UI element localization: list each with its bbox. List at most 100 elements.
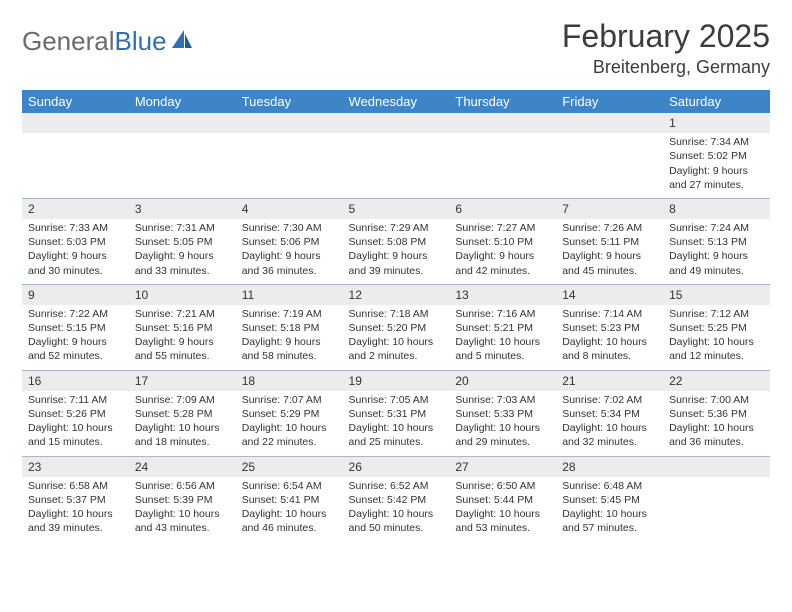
day-detail-line: Sunrise: 7:33 AM [28, 221, 123, 235]
daynum-row: 1 [22, 113, 770, 133]
day-detail-line: Sunrise: 7:27 AM [455, 221, 550, 235]
day-detail-line: Sunset: 5:34 PM [562, 407, 657, 421]
day-details-cell: Sunrise: 7:29 AMSunset: 5:08 PMDaylight:… [343, 219, 450, 284]
day-detail-line: Sunrise: 6:48 AM [562, 479, 657, 493]
day-detail-line: and 2 minutes. [349, 349, 444, 363]
day-detail-line: and 46 minutes. [242, 521, 337, 535]
day-detail-line: Sunrise: 7:26 AM [562, 221, 657, 235]
day-detail-line: Sunrise: 7:19 AM [242, 307, 337, 321]
day-details-cell: Sunrise: 7:07 AMSunset: 5:29 PMDaylight:… [236, 391, 343, 456]
day-detail-line: and 57 minutes. [562, 521, 657, 535]
day-detail-line: Sunrise: 7:05 AM [349, 393, 444, 407]
day-detail-line: Daylight: 10 hours [455, 507, 550, 521]
day-details-cell [663, 477, 770, 542]
day-number-cell: 19 [343, 370, 450, 391]
day-detail-line: Sunrise: 6:54 AM [242, 479, 337, 493]
day-details-cell [449, 133, 556, 198]
day-details-cell: Sunrise: 6:56 AMSunset: 5:39 PMDaylight:… [129, 477, 236, 542]
weekday-header: Sunday [22, 90, 129, 113]
day-detail-line: Sunset: 5:23 PM [562, 321, 657, 335]
logo-sail-icon [170, 26, 194, 57]
day-number-cell: 27 [449, 456, 556, 477]
day-detail-line: Sunset: 5:08 PM [349, 235, 444, 249]
day-number-cell: 23 [22, 456, 129, 477]
day-detail-line: Daylight: 10 hours [562, 335, 657, 349]
details-row: Sunrise: 7:33 AMSunset: 5:03 PMDaylight:… [22, 219, 770, 284]
day-number-cell: 16 [22, 370, 129, 391]
day-number-cell: 11 [236, 284, 343, 305]
day-number-cell: 15 [663, 284, 770, 305]
day-detail-line: Daylight: 9 hours [669, 164, 764, 178]
day-number-cell [22, 113, 129, 133]
day-number-cell [556, 113, 663, 133]
day-detail-line: and 36 minutes. [669, 435, 764, 449]
day-details-cell: Sunrise: 7:16 AMSunset: 5:21 PMDaylight:… [449, 305, 556, 370]
day-detail-line: and 18 minutes. [135, 435, 230, 449]
day-details-cell: Sunrise: 7:22 AMSunset: 5:15 PMDaylight:… [22, 305, 129, 370]
day-detail-line: and 22 minutes. [242, 435, 337, 449]
details-row: Sunrise: 7:11 AMSunset: 5:26 PMDaylight:… [22, 391, 770, 456]
day-detail-line: and 33 minutes. [135, 264, 230, 278]
day-detail-line: Sunset: 5:13 PM [669, 235, 764, 249]
day-detail-line: Sunset: 5:41 PM [242, 493, 337, 507]
day-detail-line: Daylight: 9 hours [242, 335, 337, 349]
day-detail-line: Sunrise: 6:56 AM [135, 479, 230, 493]
day-details-cell [236, 133, 343, 198]
day-details-cell: Sunrise: 7:27 AMSunset: 5:10 PMDaylight:… [449, 219, 556, 284]
day-number-cell: 28 [556, 456, 663, 477]
day-detail-line: Daylight: 10 hours [242, 421, 337, 435]
day-detail-line: Sunset: 5:42 PM [349, 493, 444, 507]
day-detail-line: Sunrise: 7:03 AM [455, 393, 550, 407]
day-detail-line: and 43 minutes. [135, 521, 230, 535]
day-detail-line: Sunrise: 7:07 AM [242, 393, 337, 407]
day-details-cell: Sunrise: 7:18 AMSunset: 5:20 PMDaylight:… [343, 305, 450, 370]
day-details-cell: Sunrise: 6:54 AMSunset: 5:41 PMDaylight:… [236, 477, 343, 542]
day-detail-line: Sunrise: 7:02 AM [562, 393, 657, 407]
day-number-cell: 7 [556, 198, 663, 219]
details-row: Sunrise: 7:34 AMSunset: 5:02 PMDaylight:… [22, 133, 770, 198]
day-detail-line: Sunrise: 7:29 AM [349, 221, 444, 235]
day-number-cell: 12 [343, 284, 450, 305]
day-detail-line: and 15 minutes. [28, 435, 123, 449]
day-detail-line: Sunset: 5:11 PM [562, 235, 657, 249]
day-detail-line: and 29 minutes. [455, 435, 550, 449]
day-details-cell: Sunrise: 7:24 AMSunset: 5:13 PMDaylight:… [663, 219, 770, 284]
day-detail-line: Daylight: 10 hours [669, 421, 764, 435]
day-detail-line: and 32 minutes. [562, 435, 657, 449]
day-details-cell: Sunrise: 7:19 AMSunset: 5:18 PMDaylight:… [236, 305, 343, 370]
calendar-body: 1Sunrise: 7:34 AMSunset: 5:02 PMDaylight… [22, 113, 770, 541]
day-detail-line: Sunset: 5:02 PM [669, 149, 764, 163]
day-details-cell: Sunrise: 7:00 AMSunset: 5:36 PMDaylight:… [663, 391, 770, 456]
day-number-cell: 6 [449, 198, 556, 219]
day-number-cell: 13 [449, 284, 556, 305]
day-detail-line: Sunset: 5:28 PM [135, 407, 230, 421]
day-detail-line: Sunset: 5:18 PM [242, 321, 337, 335]
day-details-cell: Sunrise: 7:33 AMSunset: 5:03 PMDaylight:… [22, 219, 129, 284]
day-detail-line: Sunrise: 7:12 AM [669, 307, 764, 321]
day-detail-line: and 39 minutes. [349, 264, 444, 278]
day-detail-line: and 39 minutes. [28, 521, 123, 535]
day-detail-line: and 5 minutes. [455, 349, 550, 363]
day-number-cell: 4 [236, 198, 343, 219]
day-number-cell [129, 113, 236, 133]
day-details-cell: Sunrise: 7:21 AMSunset: 5:16 PMDaylight:… [129, 305, 236, 370]
day-detail-line: and 25 minutes. [349, 435, 444, 449]
day-detail-line: and 55 minutes. [135, 349, 230, 363]
day-number-cell [236, 113, 343, 133]
day-detail-line: Sunrise: 7:00 AM [669, 393, 764, 407]
logo-text-2: Blue [115, 26, 167, 57]
day-details-cell: Sunrise: 7:31 AMSunset: 5:05 PMDaylight:… [129, 219, 236, 284]
day-detail-line: Daylight: 10 hours [455, 421, 550, 435]
day-detail-line: Sunset: 5:16 PM [135, 321, 230, 335]
day-details-cell: Sunrise: 6:50 AMSunset: 5:44 PMDaylight:… [449, 477, 556, 542]
day-details-cell: Sunrise: 6:58 AMSunset: 5:37 PMDaylight:… [22, 477, 129, 542]
day-detail-line: Sunset: 5:33 PM [455, 407, 550, 421]
daynum-row: 9101112131415 [22, 284, 770, 305]
day-detail-line: Daylight: 10 hours [455, 335, 550, 349]
day-number-cell: 20 [449, 370, 556, 391]
day-detail-line: and 27 minutes. [669, 178, 764, 192]
day-detail-line: Daylight: 9 hours [349, 249, 444, 263]
day-detail-line: Daylight: 10 hours [349, 421, 444, 435]
day-detail-line: Sunset: 5:37 PM [28, 493, 123, 507]
day-detail-line: Sunset: 5:06 PM [242, 235, 337, 249]
